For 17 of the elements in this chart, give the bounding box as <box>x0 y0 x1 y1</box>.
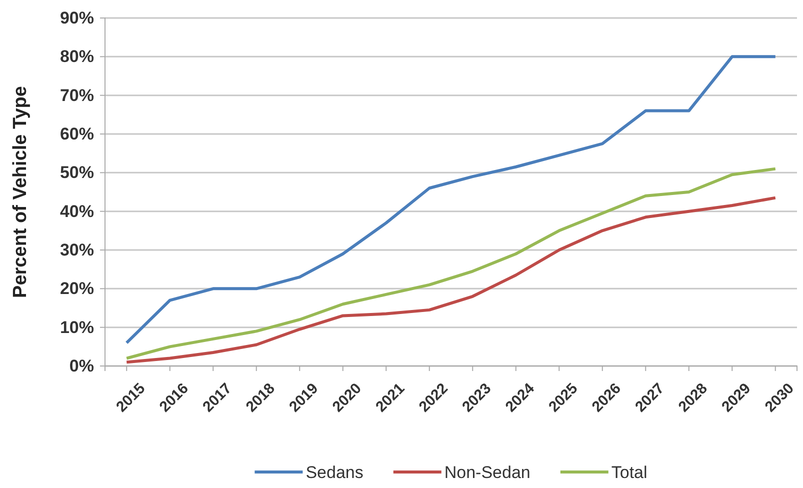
y-tick-label: 50% <box>60 163 94 182</box>
line-series <box>125 55 777 344</box>
y-tick-label: 90% <box>60 8 94 28</box>
y-tick-label: 60% <box>60 124 94 144</box>
y-tick-label: 70% <box>60 86 94 105</box>
legend-label: Non-Sedan <box>444 463 530 482</box>
y-tick-label: 20% <box>60 279 94 298</box>
y-tick-label: 0% <box>69 356 94 376</box>
line-series <box>125 167 777 360</box>
line-series <box>125 196 777 364</box>
legend-label: Total <box>611 463 648 482</box>
y-tick-label: 40% <box>60 202 94 221</box>
legend-label: Sedans <box>306 463 364 482</box>
y-axis-title: Percent of Vehicle Type <box>10 86 31 298</box>
y-tick-label: 30% <box>60 240 94 260</box>
y-tick-label: 80% <box>60 47 94 66</box>
y-tick-label: 10% <box>60 318 94 337</box>
